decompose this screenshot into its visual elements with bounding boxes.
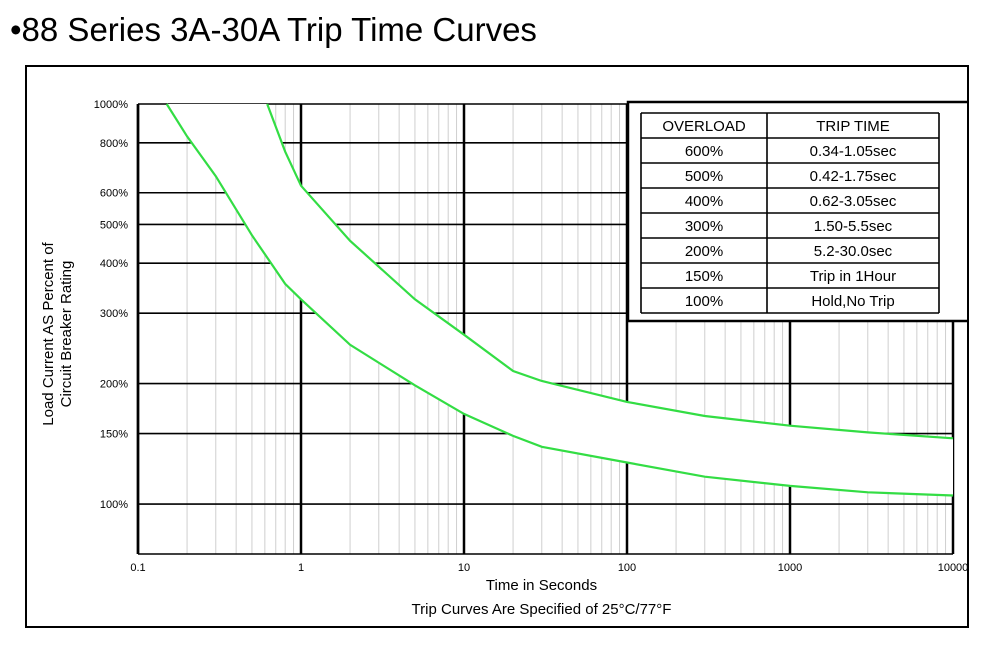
chart-frame: 100% 150% 200% 300% 400% 500% 600% 800% 1000% 0.1… — [25, 65, 969, 628]
x-tick-label: 1000 — [778, 562, 802, 574]
y-tick-label: 400% — [100, 258, 128, 270]
legend-trip-time-cell: 0.42-1.75sec — [810, 168, 897, 185]
legend-overload-cell: 100% — [685, 293, 723, 310]
x-tick-label: 10000 — [938, 562, 967, 574]
legend-overload-cell: 600% — [685, 143, 723, 160]
legend-overload-cell: 400% — [685, 193, 723, 210]
legend-trip-time-cell: Trip in 1Hour — [810, 268, 896, 285]
chart-caption: Trip Curves Are Specified of 25°C/77°F — [412, 601, 672, 618]
y-tick-label: 200% — [100, 379, 128, 391]
y-tick-label: 600% — [100, 188, 128, 200]
trip-curve-1 — [165, 103, 954, 497]
legend-trip-time-cell: 1.50-5.5sec — [814, 218, 893, 235]
y-tick-label: 800% — [100, 138, 128, 150]
y-tick-label: 1000% — [94, 99, 128, 111]
page-title: •88 Series 3A-30A Trip Time Curves — [10, 11, 537, 48]
x-tick-label: 1 — [298, 562, 304, 574]
legend-header: TRIP TIME — [816, 118, 890, 135]
trip-curve-2 — [266, 103, 954, 440]
trip-band-fill — [166, 104, 953, 496]
legend-trip-time-cell: 5.2-30.0sec — [814, 243, 893, 260]
legend-overload-cell: 500% — [685, 168, 723, 185]
legend-overload-cell: 300% — [685, 218, 723, 235]
trip-curve-chart: 100% 150% 200% 300% 400% 500% 600% 800% 1000% 0.1… — [40, 99, 967, 618]
y-tick-label: 100% — [100, 499, 128, 511]
x-tick-label: 100 — [618, 562, 636, 574]
y-axis-title-line1: Load Current AS Percent of — [40, 241, 57, 425]
legend-trip-time-cell: 0.34-1.05sec — [810, 143, 897, 160]
x-axis-title: Time in Seconds — [486, 577, 597, 594]
x-tick-label: 0.1 — [130, 562, 145, 574]
y-axis-title-line2: Circuit Breaker Rating — [58, 261, 75, 408]
legend-overload-cell: 150% — [685, 268, 723, 285]
y-tick-label: 150% — [100, 429, 128, 441]
legend-trip-time-cell: 0.62-3.05sec — [810, 193, 897, 210]
y-tick-label: 500% — [100, 219, 128, 231]
legend-trip-time-cell: Hold,No Trip — [811, 293, 894, 310]
legend-header: OVERLOAD — [662, 118, 746, 135]
y-tick-label: 300% — [100, 308, 128, 320]
legend-overload-cell: 200% — [685, 243, 723, 260]
x-tick-label: 10 — [458, 562, 470, 574]
